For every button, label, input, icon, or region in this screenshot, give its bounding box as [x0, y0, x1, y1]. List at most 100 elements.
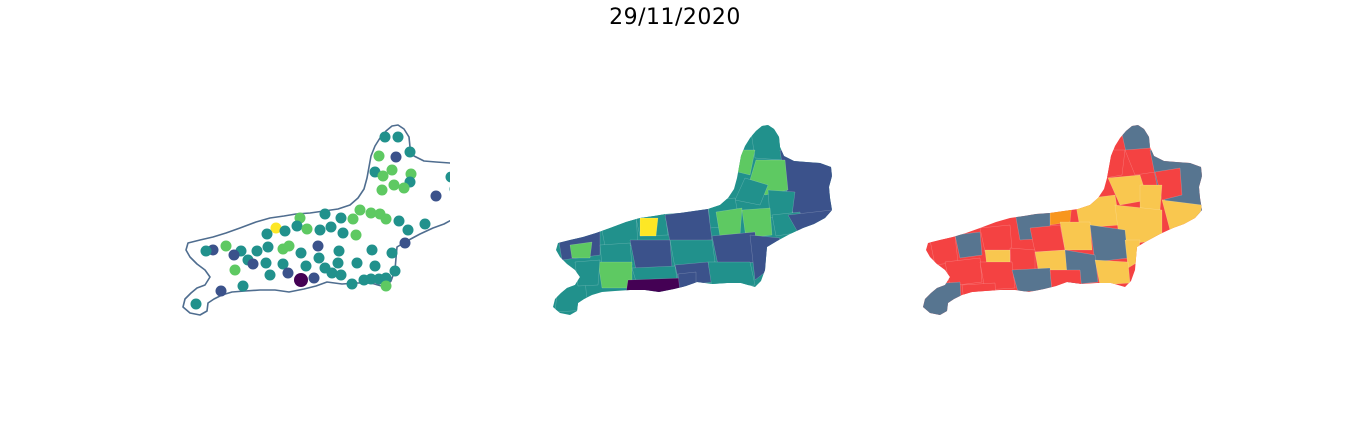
- municipality-region: [741, 207, 773, 239]
- municipality-point: [270, 222, 282, 234]
- choropleth-risk-map: [923, 125, 1202, 315]
- municipality-region: [629, 239, 673, 271]
- map-panel-points: [0, 0, 450, 444]
- map-panel-choropleth-viridis: [450, 0, 900, 444]
- municipality-region: [954, 231, 983, 259]
- municipality-region: [574, 259, 601, 287]
- municipality-point: [377, 170, 389, 182]
- municipality-region: [929, 235, 959, 266]
- municipality-regions: [923, 125, 1202, 315]
- municipality-point: [376, 184, 388, 196]
- municipality-point: [398, 182, 410, 194]
- municipality-point: [237, 280, 249, 292]
- municipality-region: [961, 282, 997, 303]
- municipality-region: [979, 261, 1016, 291]
- municipality-point: [261, 228, 273, 240]
- municipality-point: [449, 186, 450, 192]
- municipality-point: [325, 221, 337, 233]
- municipality-region: [715, 207, 743, 237]
- municipality-point: [419, 218, 431, 230]
- municipality-point: [350, 229, 362, 241]
- municipality-region: [664, 207, 713, 243]
- municipality-region: [1049, 202, 1073, 226]
- municipality-region: [1049, 269, 1083, 293]
- municipality-point: [313, 252, 325, 264]
- municipality-region: [707, 261, 756, 289]
- municipality-point: [262, 241, 274, 253]
- municipality-region: [1029, 224, 1066, 253]
- municipality-point: [295, 247, 307, 259]
- municipality-point: [386, 247, 398, 259]
- municipality-region: [749, 125, 783, 161]
- municipality-point: [300, 260, 312, 272]
- municipality-point: [399, 237, 411, 249]
- municipality-point: [379, 131, 391, 143]
- municipality-region: [923, 281, 963, 315]
- municipality-region: [1094, 259, 1131, 286]
- municipality-point: [247, 258, 259, 270]
- municipality-point: [314, 224, 326, 236]
- municipality-point: [366, 244, 378, 256]
- municipality-point: [301, 223, 313, 235]
- municipality-point: [264, 269, 276, 281]
- municipality-region: [749, 234, 781, 281]
- municipality-region: [597, 261, 633, 289]
- municipality-point: [229, 264, 241, 276]
- municipality-point: [346, 278, 358, 290]
- municipality-point: [200, 245, 212, 257]
- municipality-point: [392, 131, 404, 143]
- municipality-point: [326, 267, 338, 279]
- state-outline: [182, 124, 450, 316]
- municipality-region: [624, 277, 687, 301]
- municipality-point: [347, 213, 359, 225]
- municipality-point: [335, 269, 347, 281]
- municipality-point: [282, 267, 294, 279]
- municipality-point: [335, 212, 347, 224]
- municipality-points: [190, 131, 450, 310]
- map-panel-choropleth-risk: [900, 0, 1350, 444]
- municipality-point: [354, 204, 366, 216]
- municipality-point: [386, 164, 398, 176]
- municipality-point: [380, 213, 392, 225]
- municipality-region: [1059, 221, 1093, 251]
- municipality-region: [677, 271, 697, 293]
- municipality-point: [228, 249, 240, 261]
- municipality-point: [283, 240, 295, 252]
- figure-title: 29/11/2020: [609, 5, 741, 30]
- state-outline-map: [182, 124, 450, 316]
- municipality-point: [277, 258, 289, 270]
- municipality-point: [215, 285, 227, 297]
- municipality-point: [332, 257, 344, 269]
- municipality-region: [734, 177, 769, 206]
- municipality-region: [1089, 224, 1129, 263]
- municipality-point: [294, 273, 308, 287]
- municipality-point: [220, 240, 232, 252]
- municipality-point: [291, 220, 303, 232]
- municipality-point: [190, 298, 202, 310]
- municipality-point: [319, 208, 331, 220]
- choropleth-viridis-map: [553, 125, 832, 315]
- municipality-point: [260, 257, 272, 269]
- municipality-point: [402, 224, 414, 236]
- municipality-point: [333, 245, 345, 257]
- municipality-region: [1011, 267, 1053, 293]
- municipality-point: [393, 215, 405, 227]
- municipality-point: [365, 207, 377, 219]
- municipality-point: [358, 274, 370, 286]
- municipality-point: [445, 171, 450, 183]
- municipality-point: [279, 225, 291, 237]
- municipality-point: [337, 227, 349, 239]
- municipality-point: [308, 272, 320, 284]
- municipality-point: [404, 146, 416, 158]
- municipality-point: [380, 280, 392, 292]
- municipality-point: [388, 179, 400, 191]
- municipality-region: [979, 224, 1013, 253]
- municipality-point: [390, 151, 402, 163]
- municipality-point: [405, 168, 417, 180]
- municipality-region: [1104, 149, 1126, 179]
- municipality-point: [430, 190, 442, 202]
- municipality-point: [369, 260, 381, 272]
- municipality-point: [373, 150, 385, 162]
- municipality-point: [389, 265, 401, 277]
- municipality-region: [639, 217, 659, 237]
